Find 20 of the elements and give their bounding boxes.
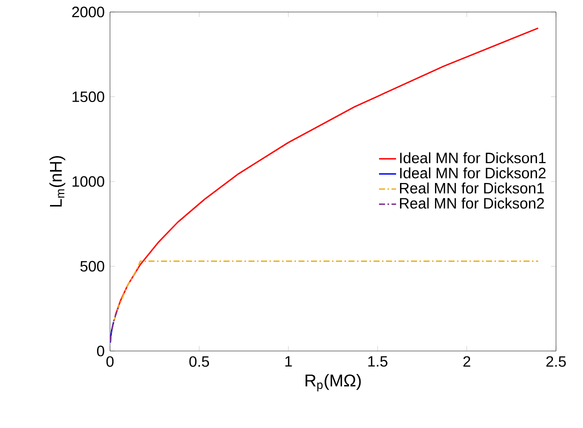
y-tick-label: 1000 — [72, 176, 104, 187]
x-tick-label: 1.5 — [368, 356, 388, 367]
x-axis-title: R$_{p}$(MΩ) — [306, 374, 361, 392]
x-tick-label: 1 — [285, 356, 292, 367]
x-tick-label: 0 — [106, 356, 114, 367]
legend-label: Ideal MN for Dickson2 — [400, 167, 546, 178]
y-tick-label: 1500 — [72, 91, 104, 102]
line-series — [110, 305, 120, 342]
line-series — [112, 260, 539, 323]
x-tick-label: 0.5 — [189, 356, 210, 367]
x-tick-label: 2 — [463, 356, 470, 367]
legend-label: Real MN for Dickson2 — [400, 198, 544, 209]
legend-label: Ideal MN for Dickson1 — [400, 152, 546, 164]
y-tick-label: 2000 — [72, 6, 104, 18]
y-tick-label: 0 — [97, 346, 104, 356]
y-tick-label: 500 — [80, 260, 104, 272]
y-axis-title: L$_{m}$(nH) — [49, 156, 66, 207]
line-series — [110, 321, 114, 344]
x-tick-label: 2.5 — [546, 356, 566, 367]
legend-label: Real MN for Dickson1 — [400, 182, 544, 194]
